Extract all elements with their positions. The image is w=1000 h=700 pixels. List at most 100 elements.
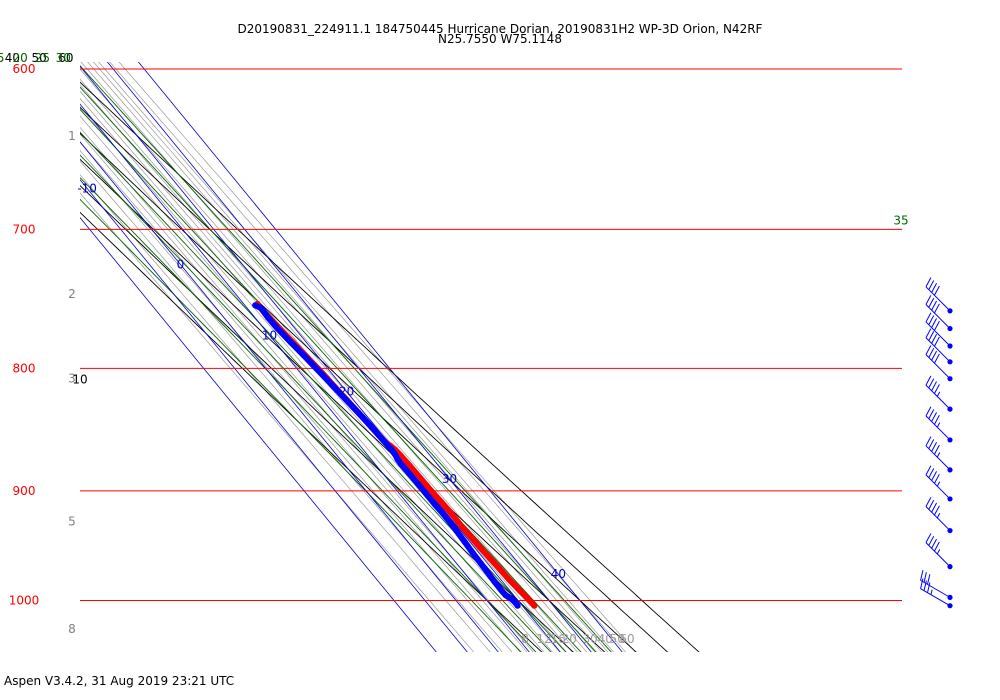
temperature-profile-point-10 — [448, 510, 455, 517]
wind-barb-feather-7-4 — [928, 439, 935, 449]
wind-barb-halffeather-6 — [936, 422, 941, 428]
wind-barb-staff-4 — [925, 354, 951, 380]
mixing-ratio-line-40 — [98, 62, 614, 652]
moist-adiabat-20 — [80, 131, 567, 652]
wind-barb-feather-12-0 — [920, 578, 924, 589]
moist-adiabats — [80, 65, 612, 652]
dewpoint-profile-point-9 — [461, 538, 468, 545]
wind-barb-feather-11-4 — [923, 572, 927, 583]
temperature-profile-point-14 — [420, 478, 427, 485]
temperature-profile-point-9 — [453, 516, 460, 523]
moist-adiabat-label-35: 35 — [893, 213, 908, 227]
wind-barb-feather-5-12 — [934, 384, 940, 394]
wind-barb-feather-0-12 — [934, 285, 940, 296]
moist-adiabat-label-30: 30 — [56, 51, 71, 65]
temperature-profile-point-7 — [467, 533, 474, 540]
mixing-ratio-label-20: 20 — [562, 632, 577, 646]
wind-barb-feather-6-4 — [928, 409, 935, 419]
wind-barb-0 — [925, 277, 953, 314]
dewpoint-profile-point-7 — [477, 560, 484, 567]
dry-adiabat-label-10: 10 — [72, 373, 87, 387]
wind-barb-feather-6-12 — [934, 414, 940, 425]
dewpoint-profile-point-11 — [447, 519, 454, 526]
dewpoint-profile-point-29 — [287, 339, 294, 345]
wind-barb-feather-0-0 — [925, 277, 932, 288]
wind-barb-feather-4-4 — [928, 348, 935, 358]
pressure-label-600: 600 — [13, 62, 36, 76]
temperature-profile-point-15 — [413, 470, 420, 477]
isotherm-30 — [106, 62, 592, 652]
moist-adiabat-35 — [80, 65, 612, 652]
temperature-profile-point-16 — [406, 462, 413, 469]
wind-barb-staff-6 — [925, 415, 951, 441]
wind-barb-feather-3-4 — [928, 331, 935, 341]
dewpoint-profile-point-23 — [361, 416, 368, 423]
wind-barb-halffeather-8 — [936, 481, 941, 487]
wind-barb-feather-4-0 — [925, 345, 932, 355]
dry-adiabat-label-40: 40 — [5, 51, 20, 65]
isotherm-label--10: -10 — [77, 181, 97, 195]
height-label-5: 5 — [68, 515, 76, 529]
wind-barb-1 — [925, 295, 953, 332]
dewpoint-profile-point-5 — [491, 578, 498, 585]
wind-barb-5 — [925, 375, 953, 412]
wind-barb-feather-0-4 — [928, 280, 935, 290]
wind-barb-feather-11-0 — [920, 570, 924, 581]
wind-barb-staff-11 — [920, 579, 951, 598]
dewpoint-profile-point-19 — [392, 452, 399, 459]
wind-barb-9 — [925, 497, 953, 534]
dewpoint-profile-point-31 — [265, 314, 272, 321]
wind-barb-feather-9-4 — [928, 499, 935, 510]
wind-barb-halffeather-9 — [936, 513, 941, 519]
wind-barb-feather-7-0 — [925, 436, 932, 447]
dewpoint-profile-point-13 — [432, 501, 439, 508]
wind-barb-staff-1 — [925, 304, 951, 329]
mixing-ratio-line-6 — [80, 141, 521, 652]
moist-adiabat-label-15: 15 — [0, 51, 5, 65]
temperature-profile-point-12 — [438, 499, 445, 506]
wind-barb-12 — [920, 578, 953, 609]
mixing-ratio-label-40: 40 — [598, 632, 613, 646]
dewpoint-profile-point-2 — [508, 595, 514, 602]
temperature-profile-point-8 — [457, 522, 464, 528]
dewpoint-profile-point-22 — [372, 428, 379, 435]
wind-barb-feather-1-4 — [928, 297, 935, 308]
wind-barb-3 — [925, 328, 953, 365]
pressure-label-900: 900 — [13, 484, 36, 498]
mixing-ratio-line-50 — [109, 62, 626, 652]
wind-barb-feather-5-0 — [925, 375, 932, 386]
dry-adiabat-50 — [80, 106, 669, 652]
wind-barb-8 — [925, 465, 953, 502]
wind-barb-2 — [925, 312, 953, 349]
mixing-ratio-label-60: 60 — [619, 632, 634, 646]
wind-barb-feather-7-8 — [931, 442, 938, 452]
wind-barb-feather-11-8 — [926, 574, 931, 585]
dewpoint-profile-point-28 — [300, 352, 307, 359]
mixing-ratio-line-3 — [80, 174, 491, 652]
pressure-label-1000: 1000 — [9, 594, 40, 608]
wind-barb-feather-4-12 — [934, 353, 940, 364]
height-label-3: 3 — [68, 372, 76, 386]
dewpoint-profile-point-15 — [416, 482, 422, 489]
wind-barb-staff-9 — [925, 506, 951, 531]
dewpoint-profile-point-24 — [349, 403, 356, 410]
wind-barb-feather-5-4 — [928, 378, 935, 389]
isotherm--10 — [80, 179, 468, 652]
temperature-profile-point-0 — [531, 602, 538, 609]
wind-barb-feather-5-8 — [931, 381, 938, 391]
temperature-profile-point-3 — [506, 576, 513, 583]
isotherm-label-10: 10 — [262, 328, 277, 342]
dewpoint-profile-point-4 — [498, 587, 505, 593]
mixing-ratio-line-2 — [80, 192, 475, 652]
wind-barb-7 — [925, 436, 953, 473]
mixing-ratio-label-50: 50 — [610, 632, 625, 646]
height-label-2: 2 — [68, 287, 76, 301]
chart-title: D20190831_224911.1 184750445 Hurricane D… — [238, 22, 763, 36]
mixing-ratio-line-20 — [80, 78, 578, 652]
isotherm-label-30: 30 — [442, 472, 457, 486]
wind-barb-staff-2 — [925, 321, 951, 347]
dry-adiabat-20 — [80, 185, 574, 652]
wind-barb-feather-10-4 — [928, 536, 935, 546]
sounding-profiles — [252, 300, 538, 609]
temperature-profile-point-2 — [516, 587, 523, 593]
